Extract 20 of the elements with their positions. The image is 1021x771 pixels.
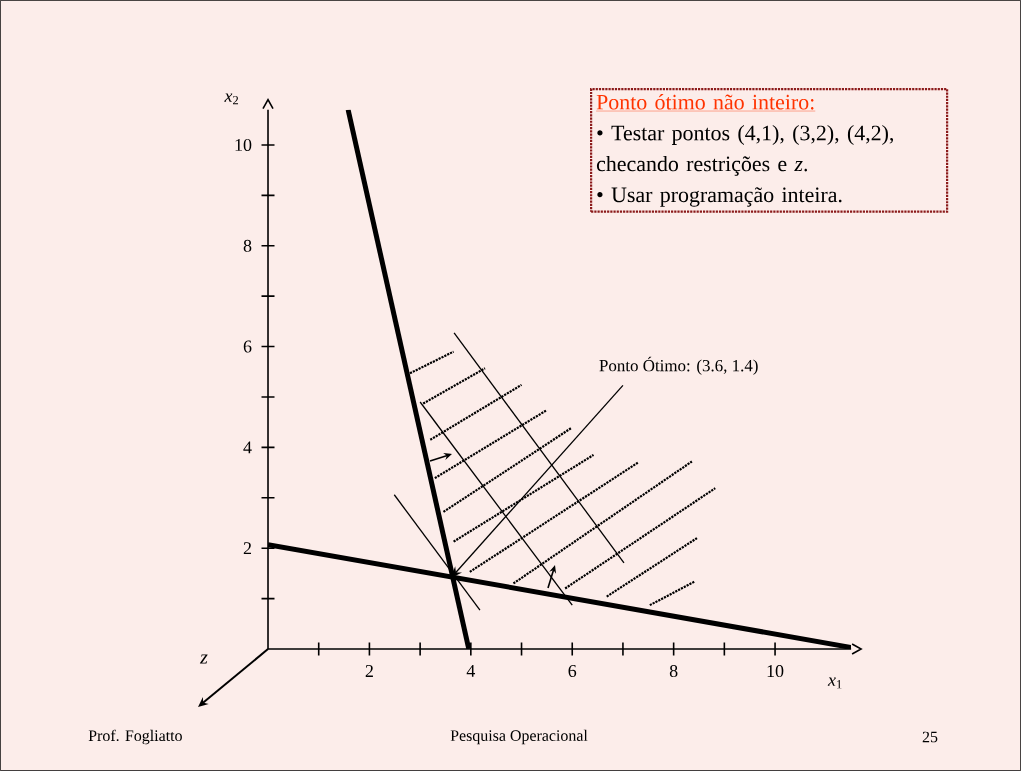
text: Pesquisa Operacional xyxy=(450,729,588,745)
x-axis-title: x$_{1}$ xyxy=(827,677,842,689)
y-tick-label: 6 xyxy=(243,340,252,353)
x-tick-label: 8 xyxy=(669,665,678,678)
text: 25 xyxy=(922,731,938,743)
text: Prof. Fogliatto xyxy=(88,729,182,745)
text: z xyxy=(199,654,208,664)
y-axis-title: x$_{2}$ xyxy=(224,93,239,105)
y-tick-label: 2 xyxy=(243,542,252,555)
annotation: • Testar pontos (4,1), (3,2), (4,2), checando restrições e z. xyxy=(596,125,894,176)
x-tick-label: 10 xyxy=(767,665,784,678)
x-tick-label: 2 xyxy=(365,665,373,677)
annotation: Ponto Ótimo: (3.6, 1.4) xyxy=(599,356,758,375)
y-tick-label: 8 xyxy=(243,239,252,252)
text: Ponto ótimo não inteiro: xyxy=(596,94,814,110)
x-tick-label: 6 xyxy=(568,665,577,678)
annotation: • Usar programação inteira. xyxy=(597,187,842,207)
y-tick-label: 4 xyxy=(243,441,252,454)
x-tick-label: 4 xyxy=(466,664,476,677)
y-tick-label: 10 xyxy=(235,138,252,152)
